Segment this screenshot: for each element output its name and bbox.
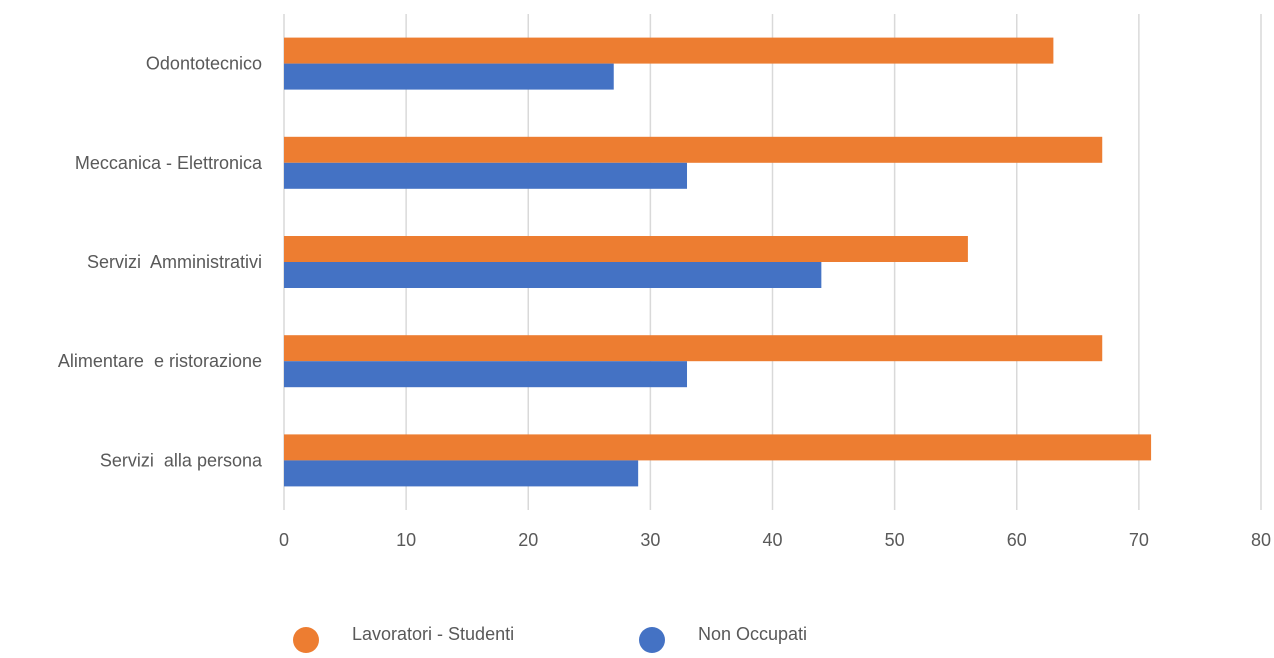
legend-marker-lavoratori-studenti: [293, 627, 319, 653]
x-tick-label-60: 60: [1007, 530, 1027, 550]
x-tick-label-30: 30: [640, 530, 660, 550]
bar-non-occupati-3: [284, 361, 688, 388]
legend: Lavoratori - Studenti Non Occupati: [293, 624, 807, 653]
x-tick-label-50: 50: [885, 530, 905, 550]
x-tick-label-70: 70: [1129, 530, 1149, 550]
x-tick-label-0: 0: [279, 530, 289, 550]
category-label: Alimentare e ristorazione: [58, 351, 262, 371]
bar-lavoratori-studenti-1: [284, 136, 1103, 163]
bars: [284, 37, 1152, 487]
x-axis-ticks: 0 10 20 30 40 50 60 70 80: [279, 530, 1271, 550]
category-label: Servizi Amministrativi: [87, 252, 262, 272]
bar-non-occupati-2: [284, 262, 822, 288]
bar-lavoratori-studenti-4: [284, 434, 1152, 461]
bar-non-occupati-1: [284, 162, 688, 189]
category-labels: Odontotecnico Meccanica - Elettronica Serv…: [58, 54, 263, 471]
bar-lavoratori-studenti-0: [284, 37, 1054, 64]
x-tick-label-20: 20: [518, 530, 538, 550]
x-tick-label-80: 80: [1251, 530, 1271, 550]
bar-non-occupati-0: [284, 63, 614, 90]
legend-label-non-occupati: Non Occupati: [698, 624, 807, 644]
x-tick-label-10: 10: [396, 530, 416, 550]
category-label: Odontotecnico: [146, 54, 262, 74]
bar-lavoratori-studenti-2: [284, 236, 968, 262]
bar-non-occupati-4: [284, 460, 639, 487]
category-label: Meccanica - Elettronica: [75, 153, 263, 173]
bar-lavoratori-studenti-3: [284, 335, 1103, 362]
category-label: Servizi alla persona: [100, 450, 263, 470]
legend-marker-non-occupati: [639, 627, 665, 653]
legend-label-lavoratori-studenti: Lavoratori - Studenti: [352, 624, 514, 644]
x-tick-label-40: 40: [762, 530, 782, 550]
